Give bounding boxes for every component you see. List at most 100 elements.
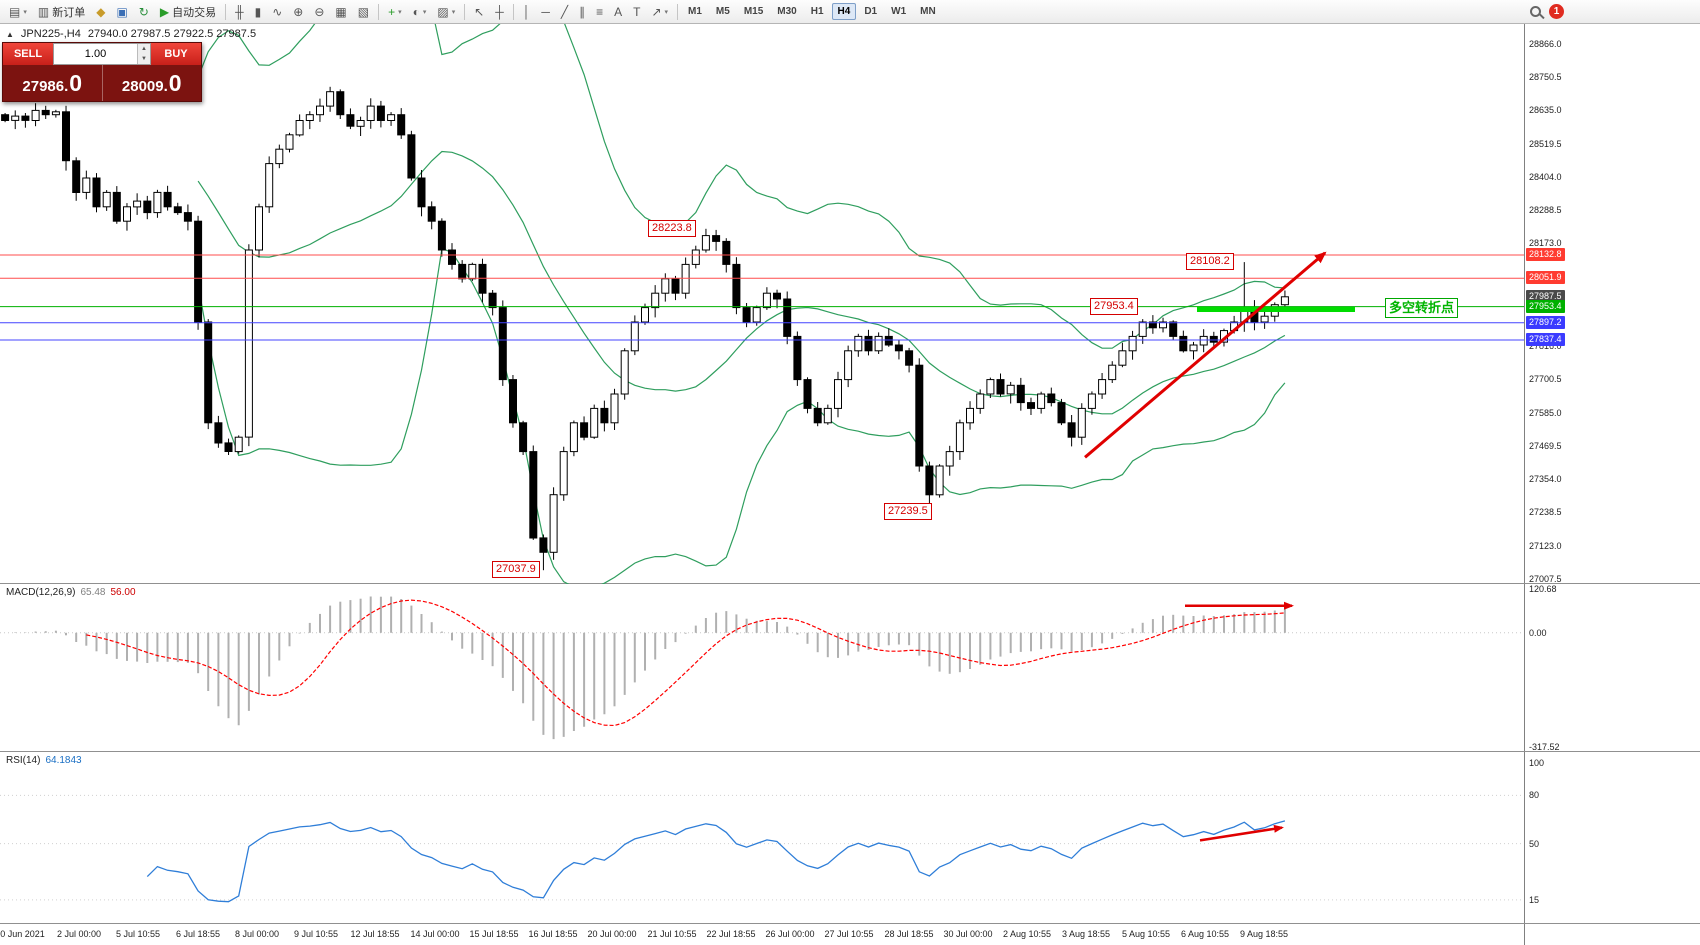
- main-toolbar: ▤ ▾ ▥ 新订单 ◆ ▣ ↻ ▶ 自动交易 ╫ ▮ ∿ ⊕ ⊖ ▦ ▧ + ▾ ◐ ▾ ▨ ▾ ↖ ┼ │ ─ ╱ ∥ ≡ A T ↗ ▾ M…: [0, 0, 1700, 24]
- timeframe-mn-button[interactable]: MN: [920, 6, 936, 17]
- zoom-out-icon: ⊖: [314, 4, 325, 19]
- timeframe-d1-button[interactable]: D1: [864, 6, 878, 17]
- rsi-trend-arrow[interactable]: [1199, 824, 1284, 842]
- candlestick-chart-button[interactable]: ▮: [250, 2, 267, 22]
- trade-prices-row: 27986. 0 28009. 0: [3, 65, 201, 101]
- tile-windows-button[interactable]: ▦: [330, 2, 351, 22]
- text-button[interactable]: A: [609, 2, 627, 22]
- equidistant-channel-button[interactable]: ∥: [574, 2, 590, 22]
- buy-price-main: 28009.: [121, 78, 168, 95]
- bar-chart-icon: ╫: [235, 4, 244, 19]
- buy-price[interactable]: 28009. 0: [103, 65, 202, 101]
- period-button[interactable]: ◐ ▾: [408, 2, 432, 22]
- price-axis[interactable]: 28866.0 28750.5 28635.0 28519.5 28404.0 28288…: [1524, 24, 1700, 584]
- price-tag: 27897.2: [1526, 316, 1565, 329]
- spinner-down-icon[interactable]: ▼: [141, 56, 147, 62]
- one-click-trading-panel: SELL 1.00 ▲ ▼ BUY 27986. 0 28009. 0: [2, 42, 202, 102]
- new-order-label: 新订单: [52, 6, 86, 19]
- toolbar-separator: [677, 3, 679, 20]
- time-axis-label: 16 Jul 18:55: [528, 929, 578, 939]
- dropdown-caret-icon: ▾: [398, 8, 402, 16]
- rsi-line: [146, 820, 1286, 903]
- price-axis-label: 27700.5: [1529, 374, 1562, 384]
- zoom-out-button[interactable]: ⊖: [309, 2, 329, 22]
- timeframe-m1-button[interactable]: M1: [688, 6, 702, 17]
- trendline-button[interactable]: ╱: [556, 2, 573, 22]
- templates-button[interactable]: ▨ ▾: [432, 2, 460, 22]
- price-annotation[interactable]: 27953.4: [1090, 298, 1138, 315]
- rsi-value: 64.1843: [45, 755, 82, 766]
- timeframe-m5-button[interactable]: M5: [715, 6, 730, 17]
- autotrading-icon: ▶: [159, 4, 170, 19]
- templates-icon: ▨: [437, 4, 449, 19]
- turning-point-label[interactable]: 多空转折点: [1385, 298, 1459, 318]
- trade-buttons-row: SELL 1.00 ▲ ▼ BUY: [3, 43, 201, 65]
- timeframe-m15-button[interactable]: M15: [743, 6, 764, 17]
- time-axis-label: 21 Jul 10:55: [647, 929, 697, 939]
- profiles-icon: ◆: [96, 4, 106, 19]
- price-annotation[interactable]: 27239.5: [884, 503, 932, 520]
- toolbar-buttons: ▤ ▾ ▥ 新订单 ◆ ▣ ↻ ▶ 自动交易 ╫ ▮ ∿ ⊕ ⊖ ▦ ▧ + ▾ ◐ ▾ ▨ ▾ ↖ ┼ │ ─ ╱ ∥ ≡ A T ↗ ▾: [4, 2, 681, 22]
- new-order-button[interactable]: ▥ 新订单: [33, 2, 90, 22]
- volume-value[interactable]: 1.00: [84, 48, 107, 60]
- shapes-button[interactable]: ↗ ▾: [646, 2, 673, 22]
- search-icon[interactable]: [1530, 6, 1541, 17]
- macd-panel: MACD(12,26,9) 65.48 56.00 120.68 0.00 -317…: [0, 584, 1700, 752]
- dropdown-caret-icon: ▾: [23, 8, 27, 16]
- market-watch-icon: ▣: [116, 4, 128, 19]
- volume-input[interactable]: 1.00 ▲ ▼: [53, 43, 151, 65]
- horizontal-line-button[interactable]: ─: [536, 2, 555, 22]
- add-indicator-button[interactable]: + ▾: [383, 2, 407, 22]
- line-chart-button[interactable]: ∿: [267, 2, 287, 22]
- profiles-button[interactable]: ◆: [91, 2, 110, 22]
- notification-badge[interactable]: 1: [1549, 4, 1564, 19]
- price-axis-label: 27123.0: [1529, 541, 1562, 551]
- text-label-button[interactable]: T: [628, 2, 645, 22]
- price-annotation[interactable]: 28108.2: [1186, 253, 1234, 270]
- price-annotation[interactable]: 27037.9: [492, 561, 540, 578]
- bar-chart-button[interactable]: ╫: [230, 2, 249, 22]
- time-axis-label: 20 Jul 00:00: [587, 929, 637, 939]
- cursor-button[interactable]: ↖: [469, 2, 489, 22]
- macd-axis-label: -317.52: [1529, 742, 1560, 752]
- timeframe-h4-button[interactable]: H4: [831, 3, 857, 20]
- fibonacci-button[interactable]: ≡: [591, 2, 608, 22]
- rsi-name: RSI(14): [6, 755, 41, 766]
- auto-arrange-button[interactable]: ▧: [353, 2, 374, 22]
- time-axis[interactable]: 30 Jun 2021 2 Jul 00:00 5 Jul 10:55 6 Jul 1…: [0, 924, 1700, 945]
- time-axis-label: 9 Jul 10:55: [293, 929, 339, 939]
- price-chart[interactable]: [0, 24, 1524, 584]
- autotrading-button[interactable]: ▶ 自动交易: [155, 2, 221, 22]
- timeframe-w1-button[interactable]: W1: [891, 6, 907, 17]
- price-axis-label: 28866.0: [1529, 39, 1562, 49]
- volume-spinner[interactable]: ▲ ▼: [137, 44, 150, 64]
- market-watch-button[interactable]: ▣: [111, 2, 132, 22]
- price-axis-label: 28519.5: [1529, 139, 1562, 149]
- sell-button[interactable]: SELL: [3, 43, 53, 65]
- symbol-period-label: JPN225-,H4: [20, 28, 81, 40]
- macd-name: MACD(12,26,9): [6, 587, 76, 598]
- spinner-up-icon[interactable]: ▲: [141, 46, 147, 52]
- time-axis-label: 26 Jul 00:00: [765, 929, 815, 939]
- ohlc-values: 27940.0 27987.5 27922.5 27987.5: [87, 28, 257, 40]
- equidistant-channel-icon: ∥: [579, 4, 586, 19]
- tile-windows-icon: ▦: [335, 4, 347, 19]
- crosshair-button[interactable]: ┼: [490, 2, 509, 22]
- refresh-button[interactable]: ↻: [134, 2, 154, 22]
- level-lines[interactable]: [0, 254, 1524, 341]
- new-chart-button[interactable]: ▤ ▾: [4, 2, 32, 22]
- vertical-line-button[interactable]: │: [518, 2, 536, 22]
- sell-price[interactable]: 27986. 0: [3, 65, 103, 101]
- text-icon: A: [614, 4, 623, 19]
- rsi-chart: [0, 794, 1524, 903]
- rsi-axis-label: 15: [1529, 895, 1540, 905]
- trend-arrow[interactable]: [1084, 251, 1327, 459]
- timeframe-m30-button[interactable]: M30: [777, 6, 797, 17]
- rsi-axis-label: 50: [1529, 839, 1540, 849]
- buy-button[interactable]: BUY: [151, 43, 201, 65]
- zoom-in-button[interactable]: ⊕: [288, 2, 308, 22]
- support-zone-highlight[interactable]: [1197, 307, 1355, 312]
- price-annotation[interactable]: 28223.8: [648, 220, 696, 237]
- timeframe-h1-button[interactable]: H1: [810, 6, 824, 17]
